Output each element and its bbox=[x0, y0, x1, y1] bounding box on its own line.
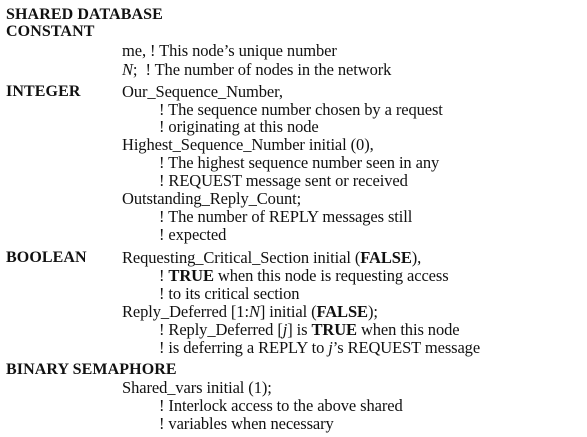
keyword-constant: CONSTANT bbox=[6, 23, 95, 40]
constant-me-line: me, ! This node’s unique number bbox=[122, 42, 337, 60]
comment-shared-vars-1: ! Interlock access to the above shared bbox=[159, 396, 403, 415]
comment-outstanding-2: ! expected bbox=[159, 225, 227, 244]
comment-our-seq-2: ! originating at this node bbox=[159, 117, 319, 136]
var-me: me, bbox=[122, 41, 146, 60]
comment-req-cs-2: ! to its critical section bbox=[159, 284, 300, 303]
literal-true: TRUE bbox=[168, 266, 214, 285]
comment-req-cs-1: ! TRUE when this node is requesting acce… bbox=[159, 266, 449, 285]
comment-shared-vars-2: ! variables when necessary bbox=[159, 414, 334, 433]
comment-reply-deferred-1: ! Reply_Deferred [j] is TRUE when this n… bbox=[159, 320, 460, 339]
var-requesting-critical-section: Requesting_Critical_Section initial (FAL… bbox=[122, 248, 422, 267]
var-n: N bbox=[122, 60, 133, 79]
comment-n: ! The number of nodes in the network bbox=[145, 60, 392, 79]
comment-outstanding-1: ! The number of REPLY messages still bbox=[159, 207, 413, 226]
keyword-binary-semaphore: BINARY SEMAPHORE bbox=[6, 361, 177, 378]
comment-me: ! This node’s unique number bbox=[150, 41, 337, 60]
var-j: j bbox=[282, 320, 288, 339]
comment-our-seq-1: ! The sequence number chosen by a reques… bbox=[159, 100, 443, 119]
constant-n-line: N; ! The number of nodes in the network bbox=[122, 60, 392, 79]
var-our-sequence-number: Our_Sequence_Number, bbox=[122, 82, 283, 101]
var-shared-vars: Shared_vars initial (1); bbox=[122, 378, 272, 397]
literal-true: TRUE bbox=[311, 320, 357, 339]
var-j: j bbox=[328, 338, 333, 357]
var-outstanding-reply-count: Outstanding_Reply_Count; bbox=[122, 189, 302, 208]
var-reply-deferred: Reply_Deferred [1:N] initial (FALSE); bbox=[122, 302, 378, 321]
keyword-integer: INTEGER bbox=[6, 83, 81, 100]
literal-false: FALSE bbox=[360, 248, 412, 267]
literal-false: FALSE bbox=[316, 302, 368, 321]
var-n-ref: N bbox=[248, 302, 260, 321]
comment-reply-deferred-2: ! is deferring a REPLY to j’s REQUEST me… bbox=[159, 338, 481, 357]
comment-highest-seq-2: ! REQUEST message sent or received bbox=[159, 171, 408, 190]
keyword-boolean: BOOLEAN bbox=[6, 249, 87, 266]
var-highest-sequence-number: Highest_Sequence_Number initial (0), bbox=[122, 135, 374, 154]
comment-highest-seq-1: ! The highest sequence number seen in an… bbox=[159, 153, 440, 172]
heading-shared-database: SHARED DATABASE bbox=[6, 6, 163, 23]
